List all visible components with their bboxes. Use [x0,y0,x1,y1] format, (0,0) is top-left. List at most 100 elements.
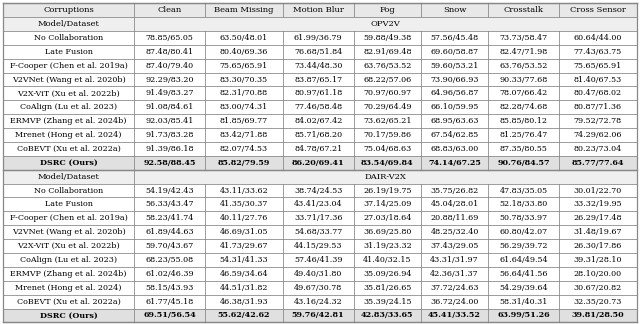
Bar [421,239,488,253]
Text: DAIR-V2X: DAIR-V2X [365,173,406,181]
Bar [488,59,559,73]
Bar [3,184,134,198]
Text: 46.59/34.64: 46.59/34.64 [220,270,268,278]
Bar [283,253,354,267]
Text: 41.35/30.37: 41.35/30.37 [220,201,268,208]
Text: OPV2V: OPV2V [371,20,401,28]
Text: 86.20/69.41: 86.20/69.41 [292,159,344,167]
Bar [421,253,488,267]
Text: Motion Blur: Motion Blur [292,6,344,14]
Text: 49.40/31.80: 49.40/31.80 [294,270,342,278]
Text: 59.70/43.67: 59.70/43.67 [145,242,194,250]
Bar [559,156,637,170]
Text: 30.01/22.70: 30.01/22.70 [573,187,622,194]
Bar [283,142,354,156]
Bar [283,45,354,59]
Text: 35.39/24.15: 35.39/24.15 [363,297,412,306]
Text: 75.65/65.91: 75.65/65.91 [573,62,622,70]
Text: 61.89/44.63: 61.89/44.63 [145,228,194,236]
Text: 32.35/20.73: 32.35/20.73 [573,297,622,306]
Bar [488,308,559,322]
Text: 33.71/17.36: 33.71/17.36 [294,214,342,222]
Text: ERMVP (Zhang et al. 2024b): ERMVP (Zhang et al. 2024b) [10,117,127,125]
Bar [3,100,134,114]
Text: 70.29/64.49: 70.29/64.49 [363,103,412,111]
Bar [488,100,559,114]
Bar [354,100,421,114]
Bar [421,184,488,198]
Bar [559,31,637,45]
Bar [488,253,559,267]
Text: 73.90/66.93: 73.90/66.93 [430,75,479,84]
Bar [3,308,134,322]
Bar [488,184,559,198]
Bar [134,253,205,267]
Bar [559,184,637,198]
Bar [283,211,354,225]
Text: 58.23/41.74: 58.23/41.74 [145,214,194,222]
Bar [3,128,134,142]
Bar [559,100,637,114]
Text: 37.43/29.05: 37.43/29.05 [430,242,479,250]
Text: 80.47/68.02: 80.47/68.02 [574,89,622,98]
Bar [559,198,637,211]
Bar [3,267,134,281]
Bar [3,31,134,45]
Bar [354,295,421,308]
Bar [134,211,205,225]
Text: 61.64/49.54: 61.64/49.54 [499,256,548,264]
Bar [421,267,488,281]
Text: 35.81/26.65: 35.81/26.65 [363,284,412,292]
Text: 90.76/84.57: 90.76/84.57 [497,159,550,167]
Bar [134,59,205,73]
Bar [134,184,205,198]
Bar [354,128,421,142]
Text: 83.54/69.84: 83.54/69.84 [361,159,413,167]
Bar [354,267,421,281]
Text: Late Fusion: Late Fusion [45,201,93,208]
Bar [134,239,205,253]
Text: 56.33/43.47: 56.33/43.47 [145,201,194,208]
Bar [205,128,283,142]
Bar [134,100,205,114]
Bar [205,100,283,114]
Bar [354,3,421,17]
Bar [3,253,134,267]
Text: 84.02/67.42: 84.02/67.42 [294,117,342,125]
Bar [3,239,134,253]
Bar [421,59,488,73]
Text: 48.25/32.40: 48.25/32.40 [430,228,479,236]
Bar [205,31,283,45]
Bar [354,59,421,73]
Text: 50.78/33.97: 50.78/33.97 [499,214,548,222]
Text: V2VNet (Wang et al. 2020b): V2VNet (Wang et al. 2020b) [12,228,125,236]
Text: F-Cooper (Chen et al. 2019a): F-Cooper (Chen et al. 2019a) [10,62,127,70]
Bar [283,239,354,253]
Text: 26.29/17.48: 26.29/17.48 [573,214,622,222]
Text: 49.67/30.78: 49.67/30.78 [294,284,342,292]
Bar [559,295,637,308]
Bar [354,239,421,253]
Text: 78.85/65.05: 78.85/65.05 [146,34,193,42]
Text: 81.25/76.47: 81.25/76.47 [499,131,548,139]
Text: CoAlign (Lu et al. 2023): CoAlign (Lu et al. 2023) [20,256,117,264]
Bar [283,267,354,281]
Text: 27.03/18.64: 27.03/18.64 [363,214,412,222]
Bar [488,31,559,45]
Text: 61.99/36.79: 61.99/36.79 [294,34,342,42]
Text: 66.10/59.95: 66.10/59.95 [430,103,479,111]
Text: 39.31/28.10: 39.31/28.10 [573,256,622,264]
Bar [134,281,205,295]
Text: 54.29/39.64: 54.29/39.64 [499,284,548,292]
Bar [134,295,205,308]
Text: 60.80/42.07: 60.80/42.07 [499,228,548,236]
Bar [205,142,283,156]
Bar [283,281,354,295]
Text: 68.22/57.06: 68.22/57.06 [363,75,412,84]
Bar [421,3,488,17]
Text: 63.50/48.01: 63.50/48.01 [220,34,268,42]
Bar [3,87,134,100]
Bar [205,45,283,59]
Text: 68.95/63.63: 68.95/63.63 [430,117,479,125]
Bar [134,198,205,211]
